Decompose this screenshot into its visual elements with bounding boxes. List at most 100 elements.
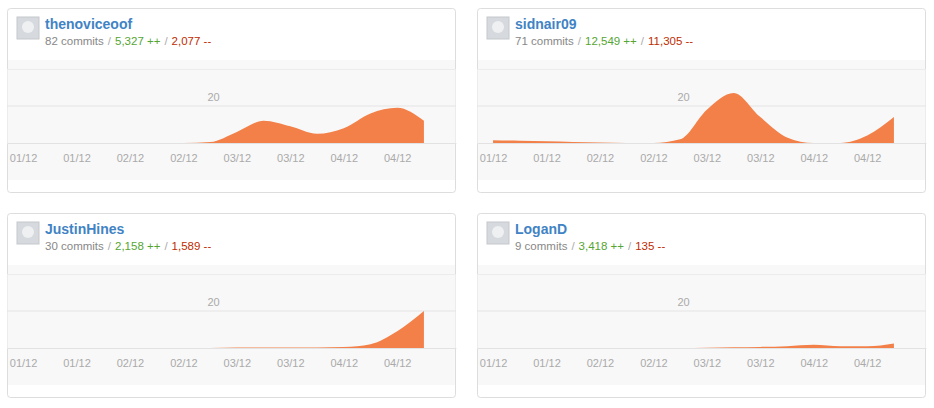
x-tick-label: 03/12 xyxy=(747,152,775,164)
commit-stat: / xyxy=(641,35,645,47)
contributor-card: thenoviceoof 82 commits/5,327 ++/2,077 --… xyxy=(7,9,457,193)
x-tick-label: 01/12 xyxy=(10,357,38,369)
contribution-area xyxy=(493,343,894,348)
username[interactable]: thenoviceoof xyxy=(45,16,132,32)
grid-line xyxy=(7,311,456,312)
x-tick-label: 01/12 xyxy=(63,152,91,164)
card-frame xyxy=(478,214,926,398)
x-tick-label: 02/12 xyxy=(170,152,198,164)
x-tick: 02/12 xyxy=(170,143,198,164)
x-tick-label: 02/12 xyxy=(117,357,145,369)
x-tick: 02/12 xyxy=(117,143,145,164)
grid-line xyxy=(477,311,926,312)
x-axis-line xyxy=(8,143,457,144)
commit-stat: / xyxy=(164,240,168,252)
x-tick-label: 01/12 xyxy=(480,357,508,369)
x-axis: 01/1201/1202/1202/1203/1203/1204/1204/12 xyxy=(478,143,927,164)
x-tick-label: 03/12 xyxy=(747,357,775,369)
commit-stat: / xyxy=(578,35,582,47)
plot-frame xyxy=(478,275,926,349)
x-tick-label: 02/12 xyxy=(640,357,668,369)
commit-stat: / xyxy=(108,240,112,252)
x-tick: 01/12 xyxy=(10,348,38,369)
username[interactable]: sidnair09 xyxy=(515,16,577,32)
commit-stat: / xyxy=(571,240,575,252)
grid-line xyxy=(477,106,926,107)
plot-area xyxy=(23,311,424,348)
avatar-icon xyxy=(492,21,504,33)
x-tick-label: 04/12 xyxy=(384,357,412,369)
x-axis: 01/1201/1202/1202/1203/1203/1204/1204/12 xyxy=(8,143,457,164)
x-axis: 01/1201/1202/1202/1203/1203/1204/1204/12 xyxy=(478,348,927,369)
x-tick-label: 04/12 xyxy=(800,357,828,369)
x-tick: 02/12 xyxy=(117,348,145,369)
contribution-area xyxy=(493,93,894,143)
avatar-icon xyxy=(22,21,34,33)
commit-stat: 82 commits xyxy=(45,35,104,47)
x-tick: 03/12 xyxy=(747,348,775,369)
x-tick: 04/12 xyxy=(330,348,358,369)
username[interactable]: LoganD xyxy=(515,221,567,237)
plot-area xyxy=(493,343,894,348)
y-tick-label: 20 xyxy=(207,296,219,308)
x-tick-label: 02/12 xyxy=(640,152,668,164)
y-tick-label: 20 xyxy=(677,91,689,103)
card-frame xyxy=(8,214,456,398)
x-tick-label: 02/12 xyxy=(587,152,615,164)
x-tick: 02/12 xyxy=(640,348,668,369)
x-axis: 01/1201/1202/1202/1203/1203/1204/1204/12 xyxy=(8,348,457,369)
commit-stats: 30 commits/2,158 ++/1,589 -- xyxy=(45,240,211,252)
x-tick-label: 03/12 xyxy=(277,357,305,369)
commit-stats: 82 commits/5,327 ++/2,077 -- xyxy=(45,35,211,47)
x-tick: 03/12 xyxy=(277,348,305,369)
plot-background xyxy=(8,60,455,180)
plot-frame xyxy=(478,70,926,144)
x-tick: 01/12 xyxy=(10,143,38,164)
plot-frame xyxy=(8,275,456,349)
chart-root: thenoviceoof82 commits/5,327 ++/2,077 --… xyxy=(0,0,934,408)
avatar xyxy=(487,222,509,244)
x-tick: 02/12 xyxy=(170,348,198,369)
commit-stat: 2,158 ++ xyxy=(115,240,161,252)
plot-area xyxy=(23,108,424,143)
commit-stat: 5,327 ++ xyxy=(115,35,161,47)
x-tick: 01/12 xyxy=(480,143,508,164)
username[interactable]: JustinHines xyxy=(45,221,125,237)
x-tick: 04/12 xyxy=(854,143,882,164)
commit-stat: 135 -- xyxy=(635,240,665,252)
x-tick-label: 03/12 xyxy=(694,357,722,369)
contributor-card: sidnair09 71 commits/12,549 ++/11,305 -- 2… xyxy=(477,9,927,193)
commit-stat: 2,077 -- xyxy=(172,35,212,47)
x-tick: 03/12 xyxy=(277,143,305,164)
x-tick: 03/12 xyxy=(224,143,252,164)
x-tick: 03/12 xyxy=(747,143,775,164)
card-frame xyxy=(8,9,456,193)
x-tick: 01/12 xyxy=(480,348,508,369)
x-tick: 03/12 xyxy=(694,348,722,369)
commit-stats: 71 commits/12,549 ++/11,305 -- xyxy=(515,35,693,47)
x-tick-label: 01/12 xyxy=(10,152,38,164)
x-tick-label: 01/12 xyxy=(480,152,508,164)
x-tick: 04/12 xyxy=(854,348,882,369)
y-tick-label: 20 xyxy=(677,296,689,308)
x-tick-label: 04/12 xyxy=(854,152,882,164)
x-tick: 04/12 xyxy=(800,348,828,369)
contributor-card: JustinHines30 commits/2,158 ++/1,589 --2… xyxy=(7,214,457,398)
x-tick: 02/12 xyxy=(640,143,668,164)
x-tick-label: 04/12 xyxy=(800,152,828,164)
avatar xyxy=(17,17,39,39)
contributor-card: LoganD9 commits/3,418 ++/135 --2001/1201… xyxy=(477,214,927,398)
avatar-icon xyxy=(22,226,34,238)
avatar xyxy=(17,222,39,244)
grid-line xyxy=(7,106,456,107)
commit-stat: / xyxy=(628,240,632,252)
x-tick-label: 04/12 xyxy=(854,357,882,369)
commit-stat: 1,589 -- xyxy=(172,240,212,252)
x-tick: 04/12 xyxy=(330,143,358,164)
x-axis-line xyxy=(478,143,927,144)
x-tick-label: 03/12 xyxy=(277,152,305,164)
card-frame xyxy=(478,9,926,193)
x-tick-label: 02/12 xyxy=(170,357,198,369)
x-tick: 01/12 xyxy=(63,348,91,369)
commit-stat: 9 commits xyxy=(515,240,568,252)
